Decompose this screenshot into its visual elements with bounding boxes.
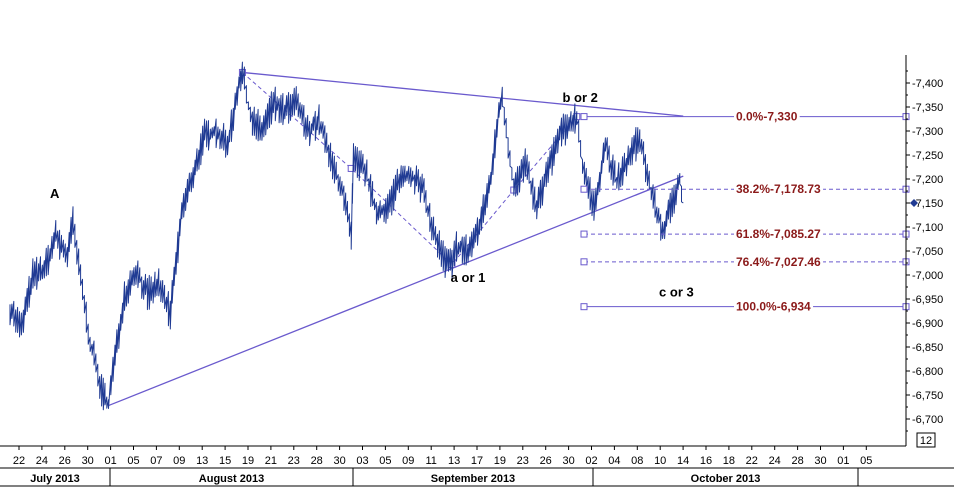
x-axis-day-label: 19 xyxy=(494,455,506,467)
corner-label-box xyxy=(916,432,936,448)
current-value-marker-icon xyxy=(910,199,918,207)
x-axis-day-label: 03 xyxy=(356,455,368,467)
overlay-lines xyxy=(108,68,684,407)
x-axis-day-label: 02 xyxy=(585,455,597,467)
x-axis-day-label: 26 xyxy=(59,455,71,467)
x-axis-day-label: 17 xyxy=(471,455,483,467)
fib-level-label: 76.4%-7,027.46 xyxy=(736,255,821,269)
x-axis-day-label: 14 xyxy=(677,455,689,467)
corner-label: 12 xyxy=(920,435,932,447)
trendline-1 xyxy=(242,71,684,117)
y-axis-tick-label: -6,900 xyxy=(912,318,943,330)
x-axis-day-label: 15 xyxy=(219,455,231,467)
x-axis-day-label: 24 xyxy=(769,455,781,467)
fib-level-start-marker xyxy=(580,185,588,193)
x-axis-day-label: 09 xyxy=(173,455,185,467)
x-axis-day-label: 13 xyxy=(448,455,460,467)
fib-level-start-marker xyxy=(580,113,588,121)
x-axis-day-label: 05 xyxy=(127,455,139,467)
x-axis-day-label: 28 xyxy=(791,455,803,467)
fib-level-label: 0.0%-7,330 xyxy=(736,110,798,124)
x-axis-day-label: 23 xyxy=(517,455,529,467)
fib-level-label: 100.0%-6,934 xyxy=(736,300,811,314)
y-axis-tick-label: -6,950 xyxy=(912,294,943,306)
fib-label-background xyxy=(734,109,800,124)
fib-label-background xyxy=(734,254,824,269)
x-axis-day-label: 30 xyxy=(814,455,826,467)
price-series-line xyxy=(9,61,684,411)
y-axis-tick-label: -6,850 xyxy=(912,342,943,354)
x-axis-day-label: 16 xyxy=(700,455,712,467)
y-axis-tick-label: -7,350 xyxy=(912,102,943,114)
month-label: September 2013 xyxy=(431,473,515,485)
x-axis-day-label: 30 xyxy=(562,455,574,467)
x-axis-day-label: 05 xyxy=(379,455,391,467)
fib-level-label: 38.2%-7,178.73 xyxy=(736,182,821,196)
wave-annotation-label: c or 3 xyxy=(659,285,694,300)
y-axis-tick-label: -7,200 xyxy=(912,174,943,186)
x-axis-day-label: 19 xyxy=(242,455,254,467)
month-label: July 2013 xyxy=(30,473,80,485)
x-axis-day-label: 22 xyxy=(13,455,25,467)
x-axis-day-label: 21 xyxy=(265,455,277,467)
x-axis-day-label: 24 xyxy=(36,455,48,467)
wave-path-dashed xyxy=(242,72,578,266)
x-axis-day-label: 11 xyxy=(425,455,436,467)
y-axis-tick-label: -7,250 xyxy=(912,150,943,162)
x-axis-day-label: 04 xyxy=(608,455,620,467)
y-axis-tick-label: -7,400 xyxy=(912,78,943,90)
x-axis-day-label: 23 xyxy=(288,455,300,467)
wave-point-marker xyxy=(347,164,355,172)
x-axis-day-label: 26 xyxy=(540,455,552,467)
x-axis-day-label: 30 xyxy=(333,455,345,467)
fibonacci-levels: 0.0%-7,330 38.2%-7,178.73 61.8%-7,085.27 76… xyxy=(580,109,910,314)
price-series xyxy=(9,61,684,411)
fib-label-background xyxy=(734,227,824,242)
fib-level-start-marker xyxy=(580,258,588,266)
x-axis-day-label: 10 xyxy=(654,455,666,467)
x-axis-day-label: 13 xyxy=(196,455,208,467)
wave-annotation-label: b or 2 xyxy=(563,90,598,105)
y-axis-tick-label: -7,150 xyxy=(912,198,943,210)
y-axis-tick-label: -6,750 xyxy=(912,390,943,402)
trendline-2 xyxy=(108,175,684,407)
fib-label-background xyxy=(734,299,814,314)
x-axis: 22 24 26 30 01 05 07 09 13 15 19 21 23 28 30 03 05 09 11 13… xyxy=(0,445,954,487)
x-axis-day-label: 01 xyxy=(104,455,116,467)
y-axis: -6,700 -6,750 -6,800 -6,850 -6,900 -6,950 -7,0… xyxy=(905,55,943,448)
y-axis-tick-label: -6,800 xyxy=(912,366,943,378)
y-axis-tick-label: -7,100 xyxy=(912,222,943,234)
x-axis-day-label: 01 xyxy=(837,455,849,467)
fib-label-background xyxy=(734,182,824,197)
y-axis-tick-label: -7,050 xyxy=(912,246,943,258)
y-axis-tick-label: -7,300 xyxy=(912,126,943,138)
month-label: August 2013 xyxy=(199,473,264,485)
wave-annotation-label: A xyxy=(50,186,60,201)
x-axis-day-label: 28 xyxy=(311,455,323,467)
x-axis-day-label: 18 xyxy=(723,455,735,467)
annotations: Ab or 2 a or 1 c or 3 xyxy=(50,90,694,299)
x-axis-day-label: 07 xyxy=(150,455,162,467)
x-axis-day-label: 05 xyxy=(860,455,872,467)
x-axis-day-label: 22 xyxy=(746,455,758,467)
fib-level-start-marker xyxy=(580,303,588,311)
fib-level-start-marker xyxy=(580,230,588,238)
month-label: October 2013 xyxy=(691,473,761,485)
wave-annotation-label: a or 1 xyxy=(451,270,486,285)
x-axis-day-label: 08 xyxy=(631,455,643,467)
y-axis-tick-label: -7,000 xyxy=(912,270,943,282)
fib-level-label: 61.8%-7,085.27 xyxy=(736,227,821,241)
x-axis-day-label: 09 xyxy=(402,455,414,467)
y-axis-tick-label: -6,700 xyxy=(912,414,943,426)
x-axis-day-label: 30 xyxy=(82,455,94,467)
